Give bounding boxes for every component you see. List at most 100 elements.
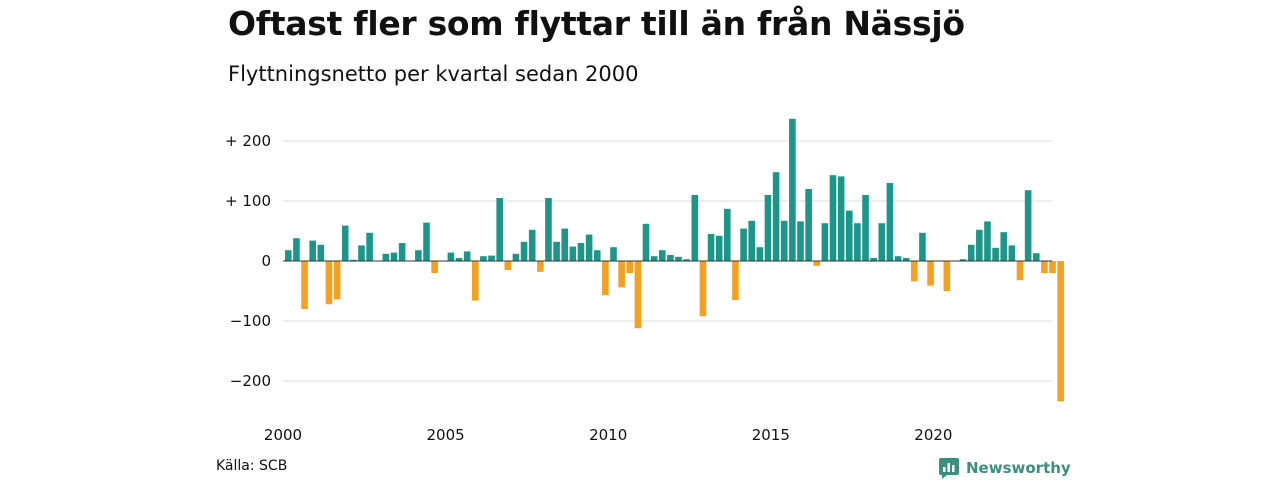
bar-2009-q2 — [585, 234, 593, 261]
bar-2014-q2 — [748, 220, 756, 261]
x-tick-label: 2015 — [752, 426, 790, 444]
bar-2007-q3 — [528, 229, 536, 261]
bar-2016-q2 — [813, 261, 821, 266]
bar-2021-q3 — [984, 221, 991, 261]
y-tick-label: + 200 — [225, 132, 271, 150]
bar-2017-q1 — [837, 176, 845, 261]
y-tick-label: 0 — [261, 252, 271, 270]
bar-2005-q1 — [447, 252, 455, 261]
bar-2018-q3 — [886, 183, 894, 261]
bar-2012-q1 — [675, 256, 682, 261]
bar-2012-q3 — [691, 195, 699, 261]
bar-2011-q2 — [650, 256, 658, 261]
bar-2015-q3 — [789, 118, 796, 261]
bar-2009-q3 — [593, 250, 601, 261]
bar-2015-q2 — [780, 220, 788, 261]
bar-2008-q3 — [561, 228, 569, 261]
brand-name: Newsworthy — [966, 459, 1071, 477]
bar-2000-q2 — [293, 238, 300, 261]
bar-2016-q3 — [821, 223, 829, 261]
bar-2023-q1 — [1032, 253, 1040, 261]
bar-2003-q1 — [382, 253, 390, 261]
x-tick-label: 2005 — [427, 426, 465, 444]
bar-2000-q4 — [309, 240, 316, 261]
bar-2001-q4 — [341, 225, 349, 261]
bar-2007-q1 — [512, 253, 520, 261]
bar-2016-q4 — [829, 175, 837, 261]
newsworthy-logo-icon — [939, 458, 959, 479]
bar-2013-q3 — [724, 208, 731, 261]
bar-2014-q3 — [756, 247, 764, 261]
brand-logo: Newsworthy — [938, 457, 1071, 479]
bar-2008-q4 — [569, 246, 577, 261]
bar-2013-q2 — [715, 235, 723, 261]
bar-2010-q4 — [634, 261, 642, 329]
bar-2002-q1 — [350, 259, 357, 261]
bar-2003-q3 — [398, 243, 406, 261]
bar-2015-q4 — [797, 221, 804, 261]
bar-2021-q2 — [976, 229, 983, 261]
bar-2006-q2 — [488, 255, 495, 261]
bar-2002-q3 — [366, 232, 373, 261]
bar-2007-q2 — [520, 241, 528, 261]
bar-2012-q4 — [699, 261, 707, 317]
bar-2009-q1 — [577, 243, 585, 261]
bar-2004-q1 — [415, 250, 422, 261]
bar-2008-q1 — [545, 198, 552, 261]
bar-2022-q3 — [1016, 261, 1024, 281]
bar-2019-q3 — [919, 232, 926, 261]
bar-2000-q3 — [301, 261, 308, 309]
x-tick-label: 2010 — [589, 426, 627, 444]
bar-2005-q3 — [463, 251, 471, 261]
bar-2012-q2 — [683, 259, 690, 261]
y-tick-label: −200 — [230, 372, 271, 390]
bar-2018-q1 — [870, 258, 877, 261]
bar-2013-q4 — [732, 261, 739, 300]
bar-2006-q3 — [496, 198, 503, 261]
bar-2020-q2 — [943, 261, 951, 291]
bar-2011-q1 — [642, 223, 650, 261]
bar-2018-q2 — [878, 223, 886, 261]
bar-2023-q4 — [1057, 261, 1064, 402]
bar-2004-q2 — [423, 222, 430, 261]
bar-2018-q4 — [894, 256, 902, 261]
bar-2008-q2 — [553, 241, 560, 261]
bar-2014-q4 — [764, 195, 772, 261]
bar-2001-q2 — [325, 261, 333, 305]
bar-2002-q2 — [358, 245, 365, 261]
bar-2022-q1 — [1000, 232, 1008, 261]
bar-2017-q4 — [862, 195, 869, 261]
bar-2020-q4 — [959, 259, 967, 261]
bar-2011-q3 — [658, 250, 666, 261]
bar-2000-q1 — [285, 250, 292, 261]
bar-2006-q1 — [480, 256, 487, 261]
bar-2021-q4 — [992, 247, 999, 261]
y-tick-label: −100 — [230, 312, 271, 330]
y-axis-ticks: + 200 + 100 0 −100 −200 — [225, 132, 271, 390]
bar-2001-q3 — [333, 261, 341, 300]
bar-2022-q4 — [1024, 190, 1032, 261]
x-tick-label: 2020 — [914, 426, 952, 444]
bar-2016-q1 — [805, 189, 812, 261]
x-tick-label: 2000 — [264, 426, 302, 444]
bar-2007-q4 — [537, 261, 544, 272]
bar-2010-q2 — [618, 261, 625, 288]
bar-2011-q4 — [667, 255, 674, 261]
bar-2017-q3 — [854, 223, 861, 261]
bar-2023-q2 — [1041, 261, 1048, 273]
bar-2010-q1 — [610, 247, 617, 261]
bar-2022-q2 — [1008, 245, 1016, 261]
chart-title: Oftast fler som flyttar till än från Näs… — [228, 4, 965, 43]
bar-2013-q1 — [707, 234, 715, 261]
bar-2009-q4 — [602, 261, 609, 296]
bar-2006-q4 — [504, 261, 512, 270]
bars — [283, 118, 1064, 402]
bar-2010-q3 — [626, 261, 634, 273]
bar-2005-q2 — [455, 258, 463, 261]
bar-2003-q2 — [390, 252, 398, 261]
chart-subtitle: Flyttningsnetto per kvartal sedan 2000 — [228, 62, 639, 86]
bar-2021-q1 — [967, 244, 975, 261]
bar-2019-q1 — [902, 258, 910, 261]
